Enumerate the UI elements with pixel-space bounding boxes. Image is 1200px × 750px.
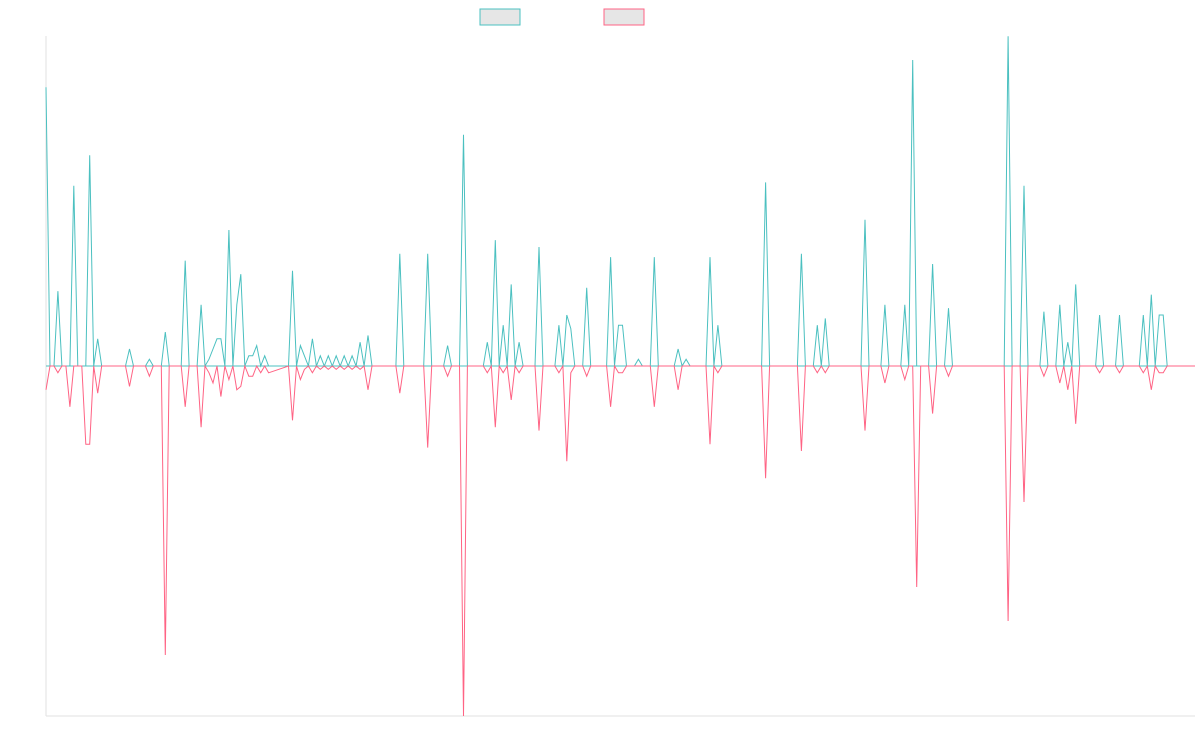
series-line-1: [45, 36, 1195, 368]
legend: [479, 8, 645, 26]
series-layer: [45, 36, 1195, 717]
legend-swatch-2[interactable]: [603, 8, 645, 26]
legend-swatch-1[interactable]: [479, 8, 521, 26]
series-line-2: [45, 364, 1195, 717]
